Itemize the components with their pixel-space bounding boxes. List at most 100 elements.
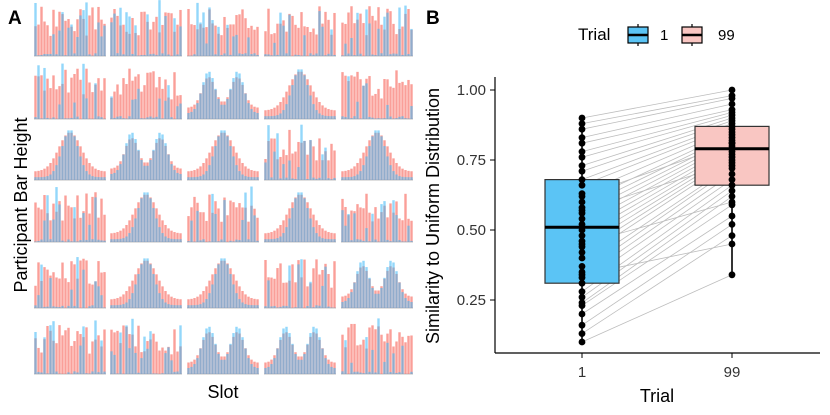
hist-bar-trial-99 <box>407 79 410 119</box>
hist-bar-trial-99 <box>407 170 410 180</box>
hist-bar-trial-1 <box>279 12 282 56</box>
hist-bar-trial-1 <box>356 271 359 308</box>
hist-bar-trial-1 <box>309 53 312 56</box>
hist-bar-trial-99 <box>324 11 327 56</box>
hist-bar-trial-99 <box>164 290 167 308</box>
hist-bar-trial-1 <box>250 177 253 180</box>
hist-bar-trial-1 <box>223 104 226 119</box>
hist-bar-trial-99 <box>103 329 106 374</box>
hist-bar-trial-99 <box>294 24 297 56</box>
hist-bar-trial-99 <box>404 193 407 242</box>
hist-bar-trial-99 <box>119 94 122 119</box>
hist-bar-trial-1 <box>37 177 40 180</box>
hist-bar-trial-1 <box>208 326 211 374</box>
hist-bar-trial-1 <box>113 172 116 180</box>
point-trial-99 <box>728 240 736 248</box>
hist-bar-trial-1 <box>267 239 270 242</box>
point-trial-1 <box>578 120 586 127</box>
hist-bar-trial-99 <box>64 278 67 308</box>
hist-bar-trial-1 <box>241 54 244 56</box>
hist-bar-trial-1 <box>152 208 155 242</box>
hist-bar-trial-1 <box>37 65 40 119</box>
hist-bar-trial-1 <box>143 54 146 56</box>
hist-bar-trial-1 <box>82 10 85 56</box>
hist-bar-trial-1 <box>199 240 202 242</box>
hist-bar-trial-99 <box>64 20 67 56</box>
hist-bar-trial-1 <box>128 16 131 57</box>
hist-bar-trial-99 <box>253 298 256 308</box>
hist-bar-trial-1 <box>70 130 73 180</box>
hist-bar-trial-1 <box>232 284 235 308</box>
hist-bar-trial-99 <box>91 166 94 180</box>
point-trial-99 <box>728 170 736 178</box>
hist-bar-trial-1 <box>383 277 386 308</box>
hist-bar-trial-99 <box>291 153 294 180</box>
hist-bar-trial-99 <box>327 232 330 242</box>
hist-bar-trial-1 <box>324 266 327 308</box>
point-trial-1 <box>578 240 586 248</box>
hist-bar-trial-1 <box>143 192 146 242</box>
hist-bar-trial-1 <box>155 54 158 56</box>
hist-bar-trial-1 <box>88 174 91 180</box>
hist-bar-trial-99 <box>229 24 232 56</box>
point-trial-1 <box>578 114 586 122</box>
hist-bar-trial-99 <box>220 35 223 56</box>
hist-bar-trial-99 <box>288 129 291 180</box>
hist-bar-trial-99 <box>264 259 267 308</box>
hist-bar-trial-1 <box>327 178 330 180</box>
hist-bar-trial-99 <box>88 353 91 374</box>
hist-bar-trial-1 <box>392 200 395 242</box>
hist-bar-trial-1 <box>229 54 232 56</box>
hist-bar-trial-99 <box>64 330 67 374</box>
hist-bar-trial-1 <box>58 204 61 242</box>
hist-bar-trial-1 <box>327 239 330 242</box>
hist-bar-trial-1 <box>73 53 76 56</box>
hist-bar-trial-1 <box>110 305 113 308</box>
hist-bar-trial-99 <box>76 331 79 374</box>
hist-bar-trial-1 <box>371 349 374 374</box>
hist-bar-trial-99 <box>226 215 229 242</box>
hist-bar-trial-99 <box>202 212 205 242</box>
hist-bar-trial-1 <box>137 208 140 242</box>
hist-bar-trial-1 <box>291 85 294 119</box>
hist-bar-trial-1 <box>377 318 380 374</box>
hist-bar-trial-1 <box>208 71 211 119</box>
hist-bar-trial-1 <box>43 337 46 374</box>
hist-bar-trial-99 <box>374 20 377 57</box>
point-trial-99 <box>728 100 736 108</box>
hist-bar-trial-1 <box>40 177 43 180</box>
point-trial-99 <box>728 106 736 113</box>
hist-bar-trial-1 <box>359 171 362 180</box>
hist-bar-trial-1 <box>97 177 100 180</box>
hist-bar-trial-99 <box>264 233 267 242</box>
hist-bar-trial-1 <box>34 305 37 308</box>
hist-bar-trial-99 <box>368 76 371 119</box>
hist-bar-trial-1 <box>187 305 190 308</box>
hist-bar-trial-1 <box>294 75 297 119</box>
hist-bar-trial-1 <box>67 305 70 308</box>
hist-bar-trial-1 <box>73 102 76 119</box>
hist-bar-trial-1 <box>247 358 250 374</box>
hist-bar-trial-1 <box>244 304 247 308</box>
hist-bar-trial-99 <box>97 170 100 180</box>
hist-bar-trial-99 <box>176 232 179 242</box>
hist-bar-trial-1 <box>353 371 356 374</box>
hist-bar-trial-1 <box>52 321 55 374</box>
hist-bar-trial-1 <box>173 18 176 56</box>
hist-bar-trial-1 <box>386 342 389 374</box>
hist-bar-trial-99 <box>410 84 413 119</box>
hist-bar-trial-1 <box>309 281 312 308</box>
hist-bar-trial-99 <box>282 220 285 242</box>
hist-bar-trial-99 <box>34 75 37 119</box>
hist-bar-trial-1 <box>125 302 128 308</box>
hist-bar-trial-1 <box>82 63 85 119</box>
hist-bar-trial-1 <box>119 332 122 374</box>
hist-bar-trial-99 <box>113 332 116 374</box>
hist-bar-trial-1 <box>383 16 386 56</box>
hist-bar-trial-99 <box>167 294 170 308</box>
paired-line <box>581 89 733 119</box>
hist-bar-trial-99 <box>392 87 395 119</box>
hist-bar-trial-99 <box>85 158 88 180</box>
hist-bar-trial-1 <box>103 240 106 242</box>
hist-bar-trial-1 <box>327 306 330 308</box>
